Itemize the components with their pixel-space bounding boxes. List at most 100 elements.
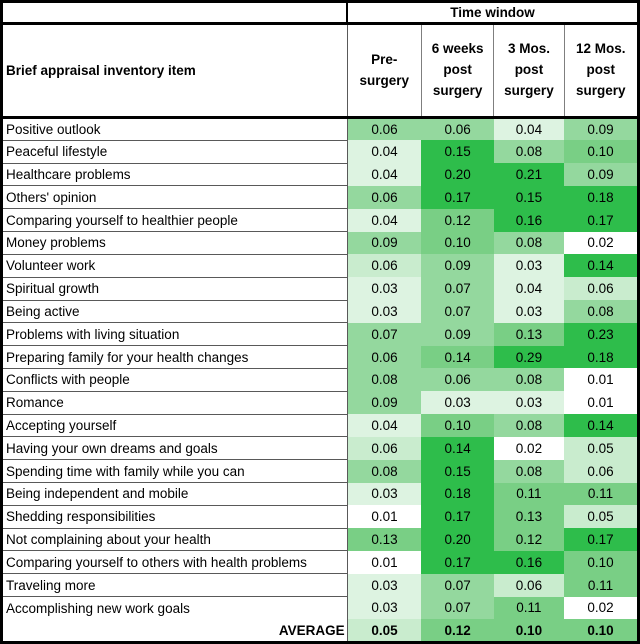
- value-cell: 0.13: [493, 505, 565, 529]
- table-row: Having your own dreams and goals 0.06 0.14…: [1, 436, 639, 461]
- value-cell: 0.08: [493, 414, 565, 437]
- value-cell: 0.15: [421, 140, 494, 164]
- value-cell: 0.03: [493, 254, 565, 278]
- value-cell: 0.07: [421, 573, 494, 597]
- row-label: Volunteer work: [1, 254, 348, 278]
- value-cell: 0.04: [347, 414, 422, 437]
- row-label: Money problems: [1, 231, 348, 255]
- value-cell: 0.12: [421, 619, 494, 643]
- value-cell: 0.15: [493, 185, 565, 209]
- value-cell: 0.08: [493, 368, 565, 392]
- row-label: Accomplishing new work goals: [1, 596, 348, 620]
- value-cell: 0.08: [347, 368, 422, 392]
- column-header-row: Brief appraisal inventory item Pre- surg…: [1, 23, 639, 119]
- value-cell: 0.14: [564, 414, 639, 437]
- row-label: Positive outlook: [1, 117, 348, 141]
- value-cell: 0.09: [564, 117, 639, 141]
- value-cell: 0.08: [564, 300, 639, 323]
- value-cell: 0.04: [347, 208, 422, 232]
- table-row: Money problems 0.09 0.10 0.08 0.02: [1, 231, 639, 255]
- value-cell: 0.09: [347, 391, 422, 415]
- value-cell: 0.01: [347, 505, 422, 529]
- row-label: Conflicts with people: [1, 368, 348, 392]
- row-label: Being active: [1, 300, 348, 324]
- value-cell: 0.04: [493, 277, 565, 300]
- value-cell: 0.03: [493, 300, 565, 323]
- value-cell: 0.16: [493, 550, 565, 574]
- value-cell: 0.08: [493, 140, 565, 164]
- table-header: Time window Brief appraisal inventory it…: [1, 1, 639, 119]
- value-cell: 0.06: [564, 277, 639, 300]
- table-row: Traveling more 0.03 0.07 0.06 0.11: [1, 573, 639, 598]
- table-row: Healthcare problems 0.04 0.20 0.21 0.09: [1, 163, 639, 187]
- table-row: Accomplishing new work goals 0.03 0.07 0.11…: [1, 596, 639, 620]
- value-cell: 0.04: [347, 163, 422, 186]
- value-cell: 0.07: [421, 300, 494, 323]
- row-label: Problems with living situation: [1, 322, 348, 347]
- time-window-header: Time window: [347, 1, 639, 25]
- item-column-header: Brief appraisal inventory item: [1, 23, 348, 119]
- value-cell: 0.12: [493, 528, 565, 551]
- value-cell: 0.03: [347, 596, 422, 620]
- row-label: Spiritual growth: [1, 277, 348, 301]
- table-row: Problems with living situation 0.07 0.09 0.…: [1, 322, 639, 347]
- value-cell: 0.03: [421, 391, 494, 415]
- table-body: Positive outlook 0.06 0.06 0.04 0.09 Peaceful…: [1, 117, 639, 643]
- value-cell: 0.10: [421, 231, 494, 255]
- row-label: Shedding responsibilities: [1, 505, 348, 529]
- value-cell: 0.14: [564, 254, 639, 278]
- value-cell: 0.07: [347, 322, 422, 346]
- row-label: Spending time with family while you can: [1, 459, 348, 483]
- value-cell: 0.05: [564, 505, 639, 529]
- value-cell: 0.01: [564, 368, 639, 392]
- col-header-pre-surgery: Pre- surgery: [346, 23, 422, 119]
- table-row: Accepting yourself 0.04 0.10 0.08 0.14: [1, 414, 639, 438]
- value-cell: 0.06: [421, 117, 494, 141]
- value-cell: 0.04: [493, 117, 565, 141]
- value-cell: 0.06: [347, 345, 422, 369]
- value-cell: 0.10: [421, 414, 494, 437]
- value-cell: 0.05: [564, 436, 639, 460]
- value-cell: 0.16: [493, 208, 565, 232]
- average-row: AVERAGE 0.05 0.12 0.10 0.10: [1, 619, 639, 643]
- table-row: Peaceful lifestyle 0.04 0.15 0.08 0.10: [1, 140, 639, 164]
- row-label: Others' opinion: [1, 185, 348, 210]
- value-cell: 0.12: [421, 208, 494, 232]
- value-cell: 0.11: [564, 573, 639, 597]
- value-cell: 0.17: [564, 528, 639, 551]
- col-header-3-mos-post-surgery: 3 Mos. post surgery: [493, 23, 565, 119]
- value-cell: 0.17: [421, 505, 494, 529]
- value-cell: 0.17: [421, 550, 494, 574]
- value-cell: 0.13: [347, 528, 422, 551]
- row-label: Having your own dreams and goals: [1, 436, 348, 461]
- table-row: Shedding responsibilities 0.01 0.17 0.13 0.0…: [1, 505, 639, 529]
- value-cell: 0.09: [421, 254, 494, 278]
- table-row: Conflicts with people 0.08 0.06 0.08 0.01: [1, 368, 639, 392]
- average-label: AVERAGE: [1, 619, 348, 643]
- value-cell: 0.06: [347, 185, 422, 209]
- table-row: Comparing yourself to others with health…: [1, 550, 639, 575]
- value-cell: 0.06: [347, 117, 422, 141]
- value-cell: 0.17: [421, 185, 494, 209]
- value-cell: 0.11: [493, 596, 565, 620]
- value-cell: 0.03: [347, 277, 422, 300]
- value-cell: 0.06: [564, 459, 639, 483]
- value-cell: 0.29: [493, 345, 565, 369]
- table-row: Being independent and mobile 0.03 0.18 0.11…: [1, 482, 639, 506]
- value-cell: 0.20: [421, 163, 494, 186]
- value-cell: 0.05: [347, 619, 422, 643]
- row-label: Preparing family for your health changes: [1, 345, 348, 369]
- value-cell: 0.10: [493, 619, 565, 643]
- time-window-row: Time window: [1, 1, 639, 25]
- value-cell: 0.11: [493, 482, 565, 506]
- value-cell: 0.14: [421, 436, 494, 460]
- row-label: Comparing yourself to healthier people: [1, 208, 348, 233]
- table-row: Spiritual growth 0.03 0.07 0.04 0.06: [1, 277, 639, 301]
- row-label: Romance: [1, 391, 348, 415]
- value-cell: 0.15: [421, 459, 494, 483]
- table-row: Being active 0.03 0.07 0.03 0.08: [1, 300, 639, 324]
- value-cell: 0.06: [347, 436, 422, 460]
- table-row: Not complaining about your health 0.13 0.2…: [1, 528, 639, 552]
- value-cell: 0.01: [564, 391, 639, 415]
- row-label: Not complaining about your health: [1, 528, 348, 552]
